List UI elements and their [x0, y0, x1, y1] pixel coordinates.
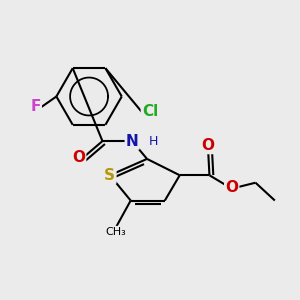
Text: O: O: [225, 180, 238, 195]
Text: O: O: [202, 138, 214, 153]
Text: O: O: [72, 150, 85, 165]
Text: Cl: Cl: [142, 104, 158, 119]
Text: H: H: [148, 135, 158, 148]
Text: CH₃: CH₃: [105, 227, 126, 237]
Text: S: S: [104, 168, 116, 183]
Text: N: N: [126, 134, 139, 148]
Text: F: F: [30, 99, 41, 114]
